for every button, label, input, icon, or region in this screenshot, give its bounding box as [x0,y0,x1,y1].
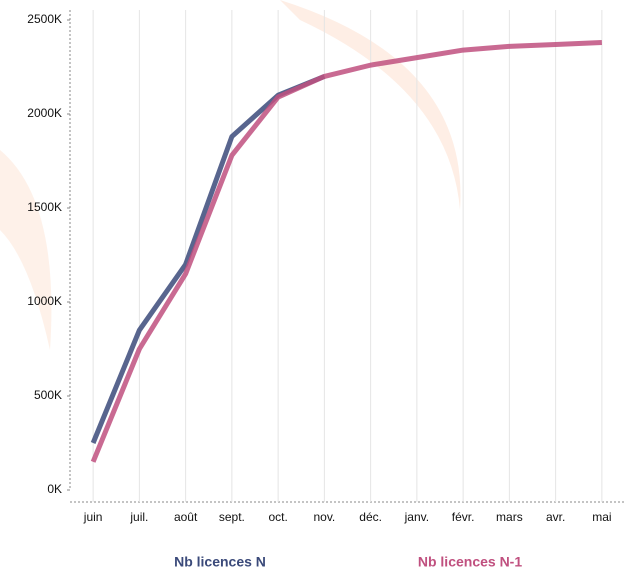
y-tick-label: 2500K [27,12,62,26]
y-tick-label: 1000K [27,294,62,308]
background-decoration [0,150,52,350]
x-tick-label: avr. [546,510,565,524]
x-tick-label: nov. [313,510,335,524]
x-tick-label: mai [592,510,611,524]
x-tick-label: août [174,510,198,524]
x-tick-label: oct. [268,510,287,524]
y-tick-label: 2000K [27,106,62,120]
y-tick-label: 0K [47,482,62,496]
y-tick-label: 1500K [27,200,62,214]
legend-label: Nb licences N-1 [418,554,522,570]
x-tick-label: févr. [452,510,475,524]
x-tick-label: mars [496,510,523,524]
series-line [90,40,602,463]
series-line [90,74,326,444]
x-tick-label: janv. [404,510,429,524]
legend-label: Nb licences N [174,554,266,570]
x-tick-label: déc. [359,510,382,524]
x-tick-label: juin [83,510,103,524]
x-tick-label: sept. [219,510,245,524]
y-tick-label: 500K [34,388,62,402]
x-tick-label: juil. [129,510,148,524]
